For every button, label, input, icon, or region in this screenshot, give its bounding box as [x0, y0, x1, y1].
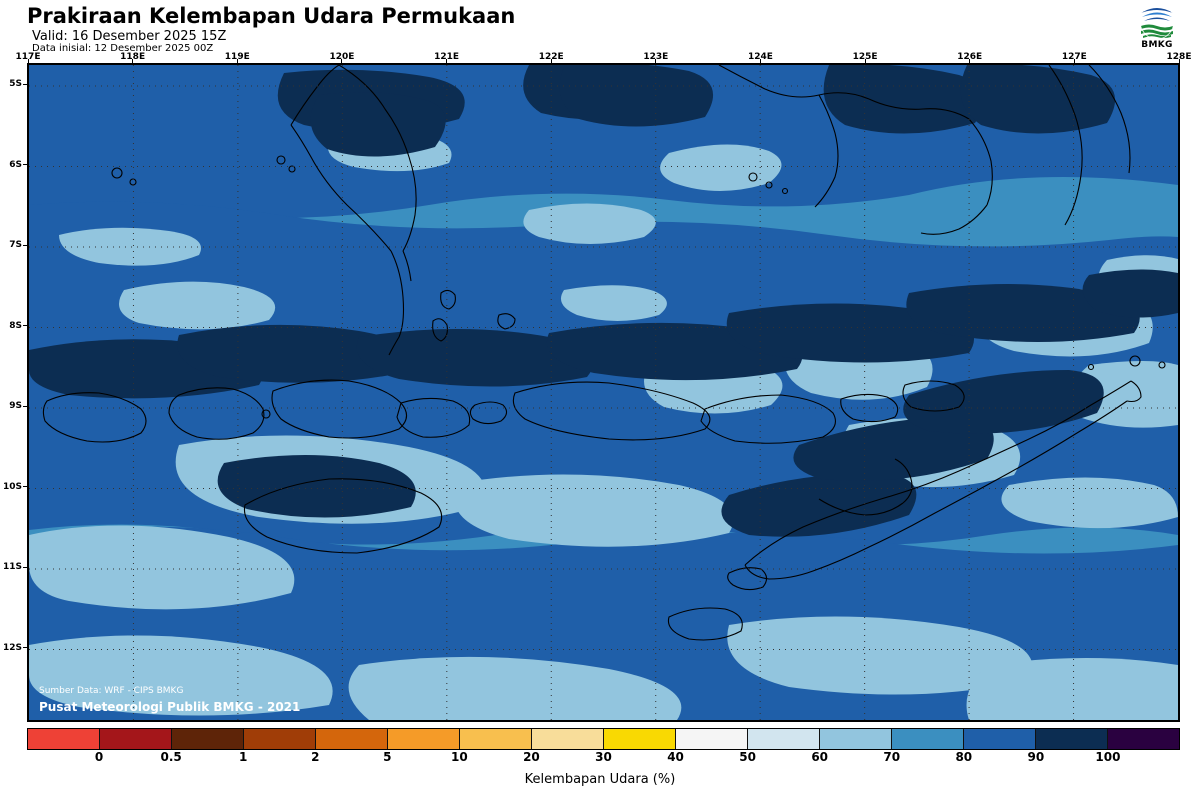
longitude-tick-mark [341, 59, 343, 63]
colorbar-segment [820, 729, 892, 749]
colorbar[interactable] [27, 728, 1180, 750]
colorbar-tick-label: 0 [94, 750, 104, 764]
latitude-tick-mark [23, 405, 27, 407]
latitude-tick-label: 5S [9, 79, 22, 89]
colorbar-segments[interactable] [27, 728, 1180, 750]
source-credit: Sumber Data: WRF - CIPS BMKG [39, 686, 184, 696]
colorbar-segment [1036, 729, 1108, 749]
longitude-tick-mark [27, 59, 29, 63]
longitude-tick-label: 121E [434, 52, 459, 62]
latitude-tick-label: 11S [2, 562, 22, 572]
colorbar-tick-label: 70 [883, 750, 901, 764]
colorbar-tick-label: 40 [667, 750, 684, 764]
colorbar-tick-label: 50 [739, 750, 756, 764]
office-credit: Pusat Meteorologi Publik BMKG - 2021 [39, 700, 301, 714]
valid-time-label: Valid: 16 Desember 2025 15Z [32, 29, 227, 44]
longitude-tick-mark [969, 59, 971, 63]
colorbar-tick-label: 20 [523, 750, 540, 764]
latitude-tick-label: 9S [9, 401, 22, 411]
colorbar-segment [964, 729, 1036, 749]
colorbar-segment [676, 729, 748, 749]
latitude-tick-label: 10S [2, 481, 22, 492]
longitude-tick-label: 128E [1166, 52, 1192, 62]
longitude-tick-mark [236, 59, 238, 63]
latitude-tick-mark [23, 164, 27, 165]
colorbar-segment [532, 729, 604, 749]
colorbar-title: Kelembapan Udara (%) [524, 772, 676, 787]
colorbar-tick-label: 80 [955, 750, 973, 764]
colorbar-segment [388, 729, 460, 749]
longitude-tick-mark [759, 59, 761, 63]
colorbar-tick-label: 2 [311, 750, 320, 764]
colorbar-tick-label: 5 [383, 750, 392, 764]
longitude-tick-mark [655, 59, 657, 63]
colorbar-tick-label: 100 [1095, 750, 1121, 764]
colorbar-segment [748, 729, 820, 749]
longitude-tick-label: 120E [329, 52, 355, 62]
colorbar-segment [100, 729, 172, 749]
longitude-tick-mark [1178, 59, 1180, 63]
latitude-tick-mark [23, 566, 27, 568]
colorbar-tick-label: 90 [1027, 750, 1045, 764]
longitude-tick-label: 125E [852, 52, 878, 62]
colorbar-segment [172, 729, 244, 749]
latitude-tick-label: 12S [2, 642, 22, 653]
latitude-tick-mark [23, 244, 27, 246]
latitude-tick-label: 7S [9, 240, 22, 250]
colorbar-segment [316, 729, 388, 749]
longitude-tick-mark [1073, 59, 1075, 63]
longitude-tick-label: 123E [643, 52, 669, 62]
colorbar-tick-label: 60 [811, 750, 829, 764]
longitude-tick-label: 117E [15, 52, 41, 62]
colorbar-segment [244, 729, 316, 749]
colorbar-segment [892, 729, 964, 749]
longitude-tick-label: 127E [1061, 52, 1087, 62]
initial-data-label: Data inisial: 12 Desember 2025 00Z [32, 43, 214, 54]
colorbar-segment [604, 729, 676, 749]
latitude-tick-mark [23, 647, 27, 648]
colorbar-tick-label: 1 [239, 750, 248, 764]
longitude-tick-label: 119E [224, 52, 250, 62]
map-canvas[interactable]: Sumber Data: WRF - CIPS BMKG Pusat Meteo… [27, 63, 1180, 722]
colorbar-segment [460, 729, 532, 749]
latitude-tick-mark [23, 83, 27, 85]
latitude-tick-mark [23, 325, 27, 326]
colorbar-segment [28, 729, 100, 749]
longitude-tick-label: 122E [538, 52, 564, 62]
longitude-tick-mark [864, 59, 866, 63]
colorbar-segment [1108, 729, 1179, 749]
longitude-tick-mark [550, 59, 552, 63]
latitude-tick-mark [23, 486, 27, 487]
colorbar-ticks: 0 0.5 1 2 5 10 20 30 40 50 60 70 80 90 100 [27, 750, 1180, 766]
longitude-tick-mark [132, 59, 134, 63]
bmkg-logo-icon: BMKG [1126, 2, 1188, 56]
latitude-tick-label: 8S [9, 320, 22, 331]
page-title: Prakiraan Kelembapan Udara Permukaan [27, 4, 516, 28]
header: Prakiraan Kelembapan Udara Permukaan Val… [0, 0, 1200, 62]
longitude-tick-label: 124E [747, 52, 773, 62]
longitude-tick-mark [446, 59, 448, 63]
bmkg-logo-label: BMKG [1141, 40, 1173, 50]
colorbar-tick-label: 10 [451, 750, 468, 764]
colorbar-tick-label: 30 [595, 750, 612, 764]
longitude-tick-label: 126E [957, 52, 983, 62]
longitude-tick-label: 118E [120, 52, 146, 62]
colorbar-tick-label: 0.5 [160, 750, 182, 764]
humidity-contour-plot [29, 65, 1178, 720]
latitude-tick-label: 6S [9, 159, 22, 170]
